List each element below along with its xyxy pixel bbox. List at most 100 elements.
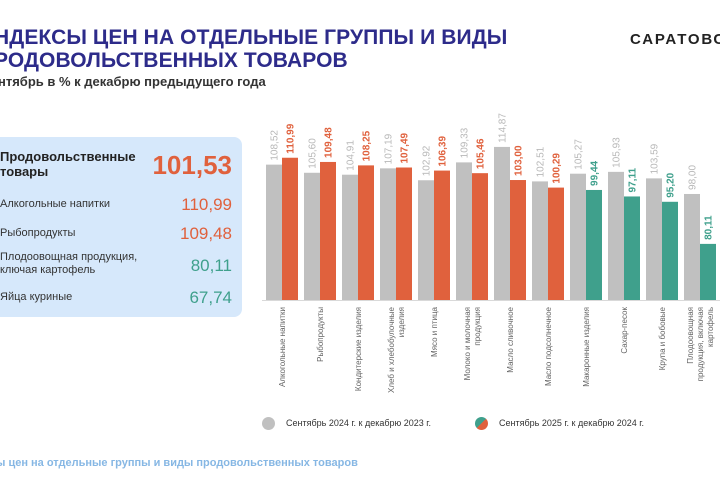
summary-label: Алкогольные напитки bbox=[0, 198, 110, 211]
category-label: Хлеб и хлебобулочные bbox=[387, 306, 396, 393]
legend-label: Сентябрь 2024 г. к декабрю 2023 г. bbox=[286, 418, 431, 428]
data-label-2024: 103,59 bbox=[650, 143, 661, 174]
data-label-2025: 95,20 bbox=[666, 172, 677, 197]
summary-row: Алкогольные напитки 110,99 bbox=[0, 195, 232, 217]
category-label: картофель bbox=[706, 307, 715, 347]
data-label-2024: 105,93 bbox=[612, 137, 623, 168]
footer-caption: ы цен на отдельные группы и виды продово… bbox=[0, 457, 358, 469]
bar-2025 bbox=[548, 187, 564, 300]
summary-value: 109,48 bbox=[180, 224, 232, 243]
summary-label: Плодоовощная продукция, ключая картофель bbox=[0, 251, 137, 277]
summary-row-main: Продовольственные товары 101,53 bbox=[0, 149, 232, 185]
data-label-2025: 109,48 bbox=[324, 127, 335, 158]
category-label: Кондитерские изделия bbox=[354, 307, 363, 391]
data-label-2024: 105,60 bbox=[308, 138, 319, 169]
category-label: Молоко и молочная bbox=[463, 307, 472, 380]
data-label-2024: 102,51 bbox=[536, 146, 547, 177]
data-label-2025: 103,00 bbox=[514, 145, 525, 176]
category-label: Масло подсолнечное bbox=[544, 306, 553, 386]
data-label-2025: 100,29 bbox=[552, 153, 563, 184]
page-subtitle: нтябрь в % к декабрю предыдущего года bbox=[0, 74, 266, 89]
bar-2025 bbox=[662, 201, 678, 300]
summary-label-line1: Алкогольные напитки bbox=[0, 198, 111, 210]
data-label-2024: 108,52 bbox=[270, 130, 281, 161]
title-line-1: НДЕКСЫ ЦЕН НА ОТДЕЛЬНЫЕ ГРУППЫ И ВИДЫ bbox=[0, 26, 508, 49]
data-label-2024: 98,00 bbox=[688, 165, 699, 190]
data-label-2025: 99,44 bbox=[590, 160, 601, 185]
bar-2025 bbox=[472, 173, 488, 300]
category-label: Алкогольные напитки bbox=[278, 307, 287, 387]
bar-2025 bbox=[282, 157, 298, 300]
bar-2024 bbox=[532, 181, 548, 300]
bar-2024 bbox=[380, 168, 396, 300]
legend-marker-grey-icon bbox=[262, 416, 275, 430]
summary-label-line2: товары bbox=[0, 164, 49, 179]
bar-2024 bbox=[304, 172, 320, 300]
bar-2024 bbox=[646, 178, 662, 300]
category-label: Рыбопродукты bbox=[316, 307, 325, 362]
category-label: изделия bbox=[397, 307, 406, 337]
data-label-2025: 107,49 bbox=[400, 132, 411, 163]
bar-2025 bbox=[510, 180, 526, 300]
summary-label-line1: Продовольственные bbox=[0, 149, 136, 164]
data-label-2025: 80,11 bbox=[704, 215, 715, 240]
summary-value: 80,11 bbox=[190, 256, 232, 275]
brand-logo: САРАТОВС bbox=[630, 31, 720, 48]
summary-label-line1: Яйца куриные bbox=[0, 291, 73, 303]
bar-2025 bbox=[320, 161, 336, 300]
summary-row: Плодоовощная продукция, ключая картофель… bbox=[0, 251, 232, 281]
bar-2024 bbox=[342, 174, 358, 300]
bar-2025 bbox=[358, 165, 374, 300]
page-title: НДЕКСЫ ЦЕН НА ОТДЕЛЬНЫЕ ГРУППЫ И ВИДЫ РО… bbox=[0, 26, 507, 72]
summary-label: Продовольственные товары bbox=[0, 149, 136, 179]
data-label-2024: 107,19 bbox=[384, 133, 395, 164]
data-label-2025: 106,39 bbox=[438, 136, 449, 167]
bar-2025 bbox=[586, 189, 602, 300]
bar-2024 bbox=[456, 162, 472, 300]
data-label-2025: 108,25 bbox=[362, 130, 373, 161]
data-label-2024: 105,27 bbox=[574, 139, 585, 170]
category-label: Масло сливочное bbox=[506, 306, 515, 372]
title-line-2: РОДОВОЛЬСТВЕННЫХ ТОВАРОВ bbox=[0, 49, 348, 72]
category-label: Макаронные изделия bbox=[582, 307, 591, 387]
bar-2025 bbox=[624, 196, 640, 300]
bar-2024 bbox=[608, 171, 624, 300]
data-label-2024: 102,92 bbox=[422, 145, 433, 176]
bar-2024 bbox=[494, 146, 510, 300]
summary-panel: Продовольственные товары 101,53 Алкоголь… bbox=[0, 137, 242, 317]
category-label: Плодоовощная bbox=[686, 307, 695, 364]
summary-label: Рыбопродукты bbox=[0, 227, 75, 240]
data-label-2024: 109,33 bbox=[460, 127, 471, 158]
category-label: Крупа и бобовые bbox=[658, 306, 667, 370]
summary-value: 67,74 bbox=[189, 288, 232, 307]
bar-2024 bbox=[570, 173, 586, 300]
bar-2025 bbox=[396, 167, 412, 300]
summary-row: Яйца куриные 67,74 bbox=[0, 288, 232, 310]
data-label-2024: 104,91 bbox=[346, 140, 357, 171]
bar-2025 bbox=[434, 170, 450, 300]
category-label: продукция bbox=[473, 307, 482, 346]
bar-2024 bbox=[266, 164, 282, 300]
summary-value: 101,53 bbox=[152, 150, 232, 180]
bar-2024 bbox=[684, 193, 700, 300]
legend-item-2024: Сентябрь 2024 г. к декабрю 2023 г. bbox=[262, 415, 431, 431]
category-label: Мясо и птица bbox=[430, 306, 439, 356]
category-label: Сахар-песок bbox=[620, 307, 629, 354]
summary-value: 110,99 bbox=[181, 195, 232, 214]
data-label-2025: 105,46 bbox=[476, 138, 487, 169]
summary-label-line1: Рыбопродукты bbox=[0, 227, 76, 239]
summary-label: Яйца куриные bbox=[0, 291, 72, 304]
legend-marker-mixed-icon bbox=[475, 416, 488, 430]
data-label-2025: 97,11 bbox=[628, 168, 639, 193]
summary-label-line2: ключая картофель bbox=[0, 264, 96, 276]
data-label-2024: 114,87 bbox=[498, 113, 509, 143]
bar-2024 bbox=[418, 180, 434, 300]
category-label: продукция, включая bbox=[696, 307, 705, 381]
legend-label: Сентябрь 2025 г. к декабрю 2024 г. bbox=[499, 418, 644, 428]
legend-item-2025: Сентябрь 2025 г. к декабрю 2024 г. bbox=[475, 415, 644, 431]
data-label-2025: 110,99 bbox=[286, 123, 297, 153]
bar-2025 bbox=[700, 243, 716, 300]
summary-label-line1: Плодоовощная продукция, bbox=[0, 251, 138, 263]
summary-row: Рыбопродукты 109,48 bbox=[0, 224, 232, 246]
